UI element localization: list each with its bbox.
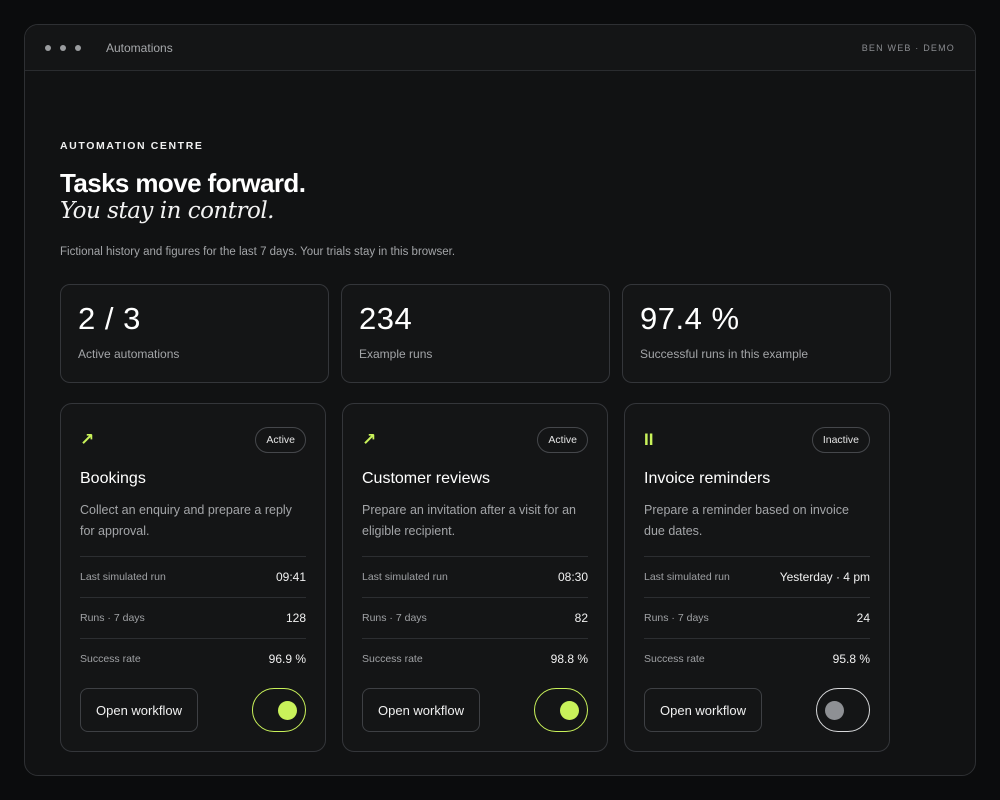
automation-toggle[interactable] <box>816 688 870 732</box>
card-title: Invoice reminders <box>644 470 771 487</box>
row-label: Success rate <box>362 653 423 665</box>
open-workflow-button[interactable]: Open workflow <box>644 688 762 732</box>
card-description: Collect an enquiry and prepare a reply f… <box>80 503 292 538</box>
success-row: Success rate 96.9 % <box>80 638 306 679</box>
automation-toggle[interactable] <box>252 688 306 732</box>
automation-card-invoice-reminders: II Inactive Invoice reminders Prepare a … <box>624 403 890 752</box>
arrow-up-right-icon: ↗ <box>362 430 377 449</box>
stat-label: Active automations <box>78 347 180 361</box>
card-description: Prepare a reminder based on invoice due … <box>644 503 849 538</box>
success-value: 98.8 % <box>550 652 588 666</box>
last-run-value: 09:41 <box>275 570 306 584</box>
runs-row: Runs · 7 days 24 <box>644 597 870 638</box>
stat-card-runs: 234 Example runs <box>341 284 610 383</box>
stat-label: Example runs <box>359 347 433 361</box>
page-subtitle: You stay in control. <box>60 198 275 224</box>
card-description: Prepare an invitation after a visit for … <box>362 503 577 538</box>
row-label: Last simulated run <box>644 571 730 583</box>
status-badge: Active <box>255 427 306 453</box>
status-badge: Inactive <box>811 427 870 453</box>
last-run-value: Yesterday · 4 pm <box>779 570 870 584</box>
window-menu-dots[interactable] <box>45 44 81 51</box>
page-title: Tasks move forward. <box>60 168 306 198</box>
runs-row: Runs · 7 days 128 <box>80 597 306 638</box>
row-label: Runs · 7 days <box>644 612 709 624</box>
title-bar: Automations BEN WEB · DEMO <box>25 25 975 71</box>
row-label: Last simulated run <box>80 571 166 583</box>
open-workflow-button[interactable]: Open workflow <box>362 688 480 732</box>
last-run-row: Last simulated run Yesterday · 4 pm <box>644 556 870 597</box>
last-run-value: 08:30 <box>557 570 588 584</box>
intro-text: Fictional history and figures for the la… <box>60 246 456 258</box>
success-value: 95.8 % <box>832 652 870 666</box>
stats-row: 2 / 3 Active automations 234 Example run… <box>60 284 891 383</box>
success-value: 96.9 % <box>268 652 306 666</box>
stat-card-active: 2 / 3 Active automations <box>60 284 329 383</box>
toggle-knob <box>278 701 297 720</box>
pause-icon: II <box>644 430 654 449</box>
success-row: Success rate 95.8 % <box>644 638 870 679</box>
toggle-knob <box>825 701 844 720</box>
account-label: BEN WEB · DEMO <box>861 42 955 53</box>
card-title: Customer reviews <box>362 470 491 487</box>
runs-value: 24 <box>856 611 870 625</box>
window-title: Automations <box>106 40 173 55</box>
row-label: Success rate <box>644 653 705 665</box>
section-eyebrow: AUTOMATION CENTRE <box>60 140 204 152</box>
card-title: Bookings <box>80 470 146 487</box>
automation-toggle[interactable] <box>534 688 588 732</box>
automation-card-customer-reviews: ↗ Active Customer reviews Prepare an inv… <box>342 403 608 752</box>
row-label: Runs · 7 days <box>362 612 427 624</box>
dot-icon <box>60 44 66 51</box>
runs-value: 128 <box>285 611 306 625</box>
success-row: Success rate 98.8 % <box>362 638 588 679</box>
row-label: Success rate <box>80 653 141 665</box>
last-run-row: Last simulated run 08:30 <box>362 556 588 597</box>
automation-card-bookings: ↗ Active Bookings Collect an enquiry and… <box>60 403 326 752</box>
automation-cards: ↗ Active Bookings Collect an enquiry and… <box>60 403 890 752</box>
status-badge: Active <box>537 427 588 453</box>
runs-value: 82 <box>574 611 588 625</box>
arrow-up-right-icon: ↗ <box>80 430 95 449</box>
open-workflow-button[interactable]: Open workflow <box>80 688 198 732</box>
stat-card-success: 97.4 % Successful runs in this example <box>622 284 891 383</box>
stat-value: 2 / 3 <box>78 301 141 336</box>
row-label: Last simulated run <box>362 571 448 583</box>
stat-label: Successful runs in this example <box>640 347 809 361</box>
runs-row: Runs · 7 days 82 <box>362 597 588 638</box>
dot-icon <box>75 44 81 51</box>
stat-value: 234 <box>359 301 413 336</box>
row-label: Runs · 7 days <box>80 612 145 624</box>
last-run-row: Last simulated run 09:41 <box>80 556 306 597</box>
dot-icon <box>45 44 51 51</box>
stat-value: 97.4 % <box>640 301 740 336</box>
toggle-knob <box>560 701 579 720</box>
